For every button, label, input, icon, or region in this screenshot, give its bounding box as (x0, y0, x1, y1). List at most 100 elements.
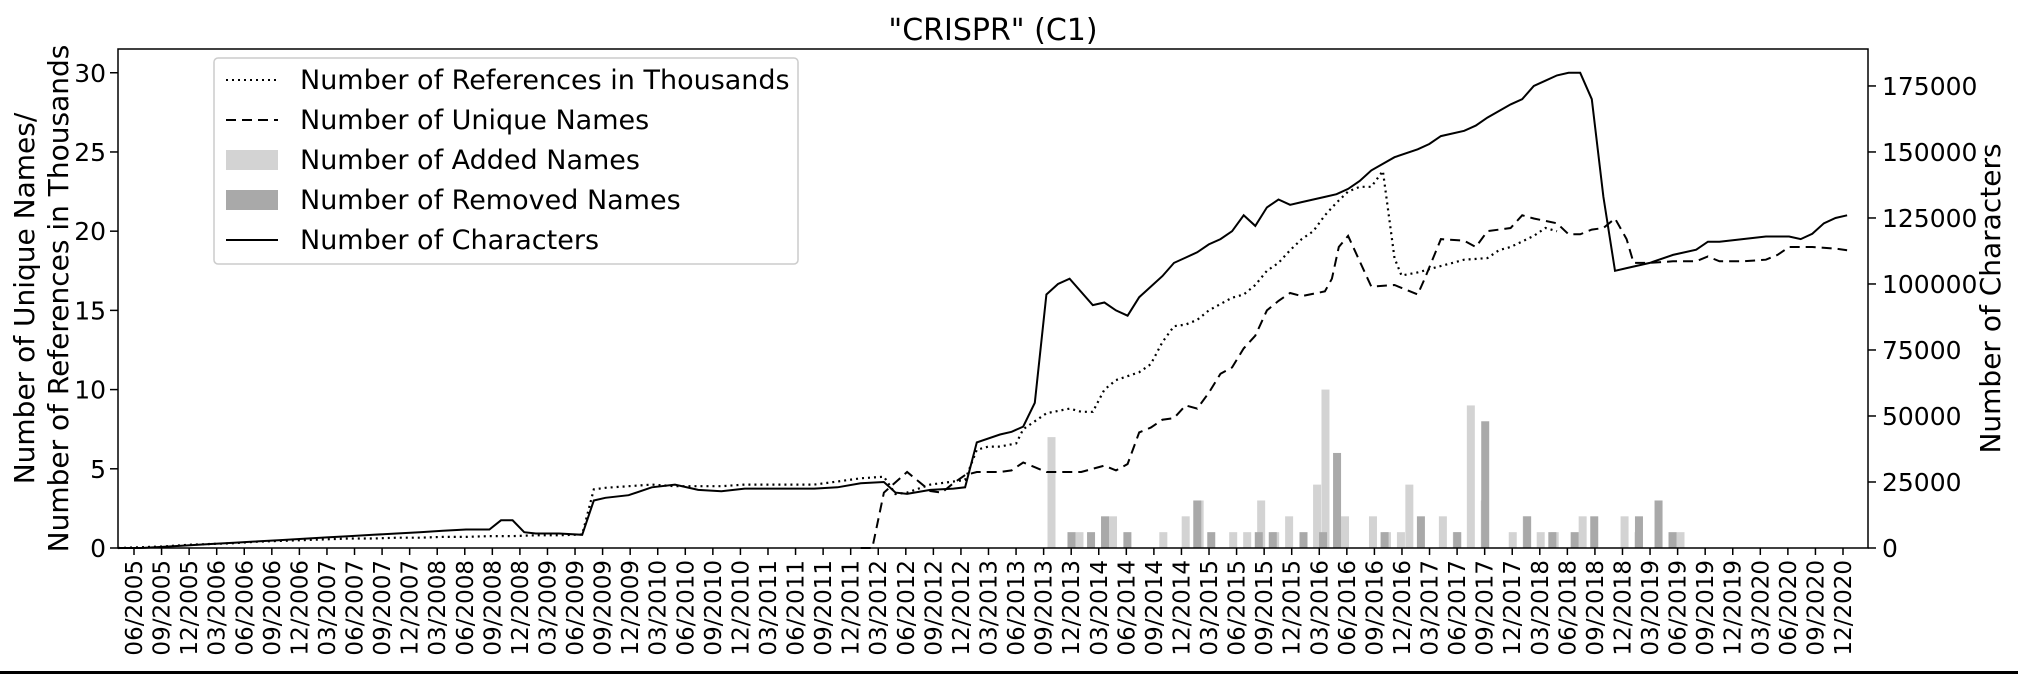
x-tick-label: 03/2020 (1748, 560, 1774, 656)
x-tick-label: 12/2015 (1280, 560, 1306, 656)
x-tick-label: 06/2008 (453, 560, 479, 656)
series-line (117, 168, 1558, 550)
x-tick-label: 12/2011 (839, 560, 865, 656)
bar-removed (1123, 532, 1132, 548)
bar-removed (1590, 516, 1599, 548)
bar-removed (1548, 532, 1557, 548)
x-tick-label: 03/2019 (1638, 560, 1664, 656)
x-tick-label: 06/2014 (1114, 560, 1140, 656)
x-tick-label: 12/2013 (1059, 560, 1085, 656)
bar-added (1285, 516, 1294, 548)
x-tick-label: 03/2010 (646, 560, 672, 656)
x-tick-label: 06/2016 (1335, 560, 1361, 656)
x-tick-label: 09/2015 (1252, 560, 1278, 656)
y-tick-label-right: 25000 (1882, 468, 1962, 497)
x-tick-label: 06/2006 (232, 560, 258, 656)
bar-added (1620, 516, 1629, 548)
x-tick-label: 06/2013 (1004, 560, 1030, 656)
bar-added (1047, 437, 1056, 548)
x-tick-label: 03/2009 (535, 560, 561, 656)
y-tick-label-right: 175000 (1882, 72, 1977, 101)
bar-removed (1570, 532, 1579, 548)
x-tick-label: 09/2006 (260, 560, 286, 656)
x-tick-label: 03/2011 (756, 560, 782, 656)
x-tick-label: 03/2012 (866, 560, 892, 656)
x-tick-label: 03/2013 (977, 560, 1003, 656)
plot-frame (117, 48, 1869, 549)
bar-removed (1207, 532, 1216, 548)
y-tick-label-right: 75000 (1882, 336, 1962, 365)
x-tick-label: 03/2018 (1528, 560, 1554, 656)
x-tick-label: 12/2006 (287, 560, 313, 656)
y-tick-label-right: 50000 (1882, 402, 1962, 431)
x-tick-label: 12/2019 (1721, 560, 1747, 656)
x-tick-label: 12/2012 (949, 560, 975, 656)
y-tick-label-left: 15 (74, 296, 106, 325)
x-tick-label: 12/2014 (1169, 560, 1195, 656)
y-tick-label-right: 150000 (1882, 138, 1977, 167)
x-tick-label: 06/2015 (1225, 560, 1251, 656)
bar-removed (1380, 532, 1389, 548)
bar-added (1368, 516, 1377, 548)
bar-added (1438, 516, 1447, 548)
x-tick-label: 12/2009 (618, 560, 644, 656)
bar-removed (1634, 516, 1643, 548)
bar-removed (1416, 516, 1425, 548)
y-tick-label-left: 0 (90, 534, 106, 563)
bar-removed (1668, 532, 1677, 548)
x-tick-label: 03/2017 (1418, 560, 1444, 656)
bar-removed (1299, 532, 1308, 548)
bar-added (1341, 516, 1350, 548)
y-tick-label-right: 125000 (1882, 204, 1977, 233)
bottom-rule (0, 671, 2018, 674)
x-tick-label: 06/2009 (563, 560, 589, 656)
x-tick-label: 12/2018 (1610, 560, 1636, 656)
bar-removed (1268, 532, 1277, 548)
x-tick-label: 09/2018 (1583, 560, 1609, 656)
legend-label: Number of Added Names (300, 145, 640, 176)
bar-added (1578, 516, 1587, 548)
x-tick-label: 09/2009 (591, 560, 617, 656)
x-tick-label: 09/2012 (921, 560, 947, 656)
y-tick-label-left: 30 (74, 59, 106, 88)
bar-added (1159, 532, 1168, 548)
x-tick-label: 03/2014 (1087, 560, 1113, 656)
bar-added (1075, 532, 1084, 548)
x-tick-label: 09/2019 (1693, 560, 1719, 656)
legend-box (213, 57, 799, 265)
bar-added (1508, 532, 1517, 548)
bar-added (1181, 516, 1190, 548)
bar-added (1229, 532, 1238, 548)
x-tick-label: 12/2016 (1390, 560, 1416, 656)
x-tick-label: 12/2020 (1831, 560, 1857, 656)
y-tick-label-left: 25 (74, 138, 106, 167)
y-axis-label-right: Number of Characters (1974, 143, 2007, 453)
x-tick-label: 12/2010 (728, 560, 754, 656)
x-tick-label: 03/2007 (315, 560, 341, 656)
bar-added (1676, 532, 1685, 548)
x-tick-label: 12/2008 (508, 560, 534, 656)
x-tick-label: 12/2007 (398, 560, 424, 656)
x-tick-label: 09/2016 (1362, 560, 1388, 656)
y-tick-label-left: 10 (74, 376, 106, 405)
x-tick-label: 09/2007 (370, 560, 396, 656)
bar-removed (1101, 516, 1110, 548)
x-tick-label: 09/2017 (1473, 560, 1499, 656)
x-tick-label: 06/2005 (122, 560, 148, 656)
legend-label: Number of Characters (300, 225, 599, 256)
bar-added (1109, 516, 1118, 548)
bar-removed (1333, 452, 1342, 548)
legend-swatch (226, 190, 278, 210)
bar-added (1243, 532, 1252, 548)
bar-added (1257, 500, 1266, 548)
bar-removed (1523, 516, 1532, 548)
x-tick-label: 06/2011 (784, 560, 810, 656)
x-tick-label: 03/2016 (1307, 560, 1333, 656)
x-tick-label: 06/2012 (894, 560, 920, 656)
bar-removed (1319, 532, 1328, 548)
x-tick-label: 03/2008 (425, 560, 451, 656)
x-tick-label: 09/2005 (150, 560, 176, 656)
legend-label: Number of Unique Names (300, 105, 649, 136)
bar-removed (1453, 532, 1462, 548)
